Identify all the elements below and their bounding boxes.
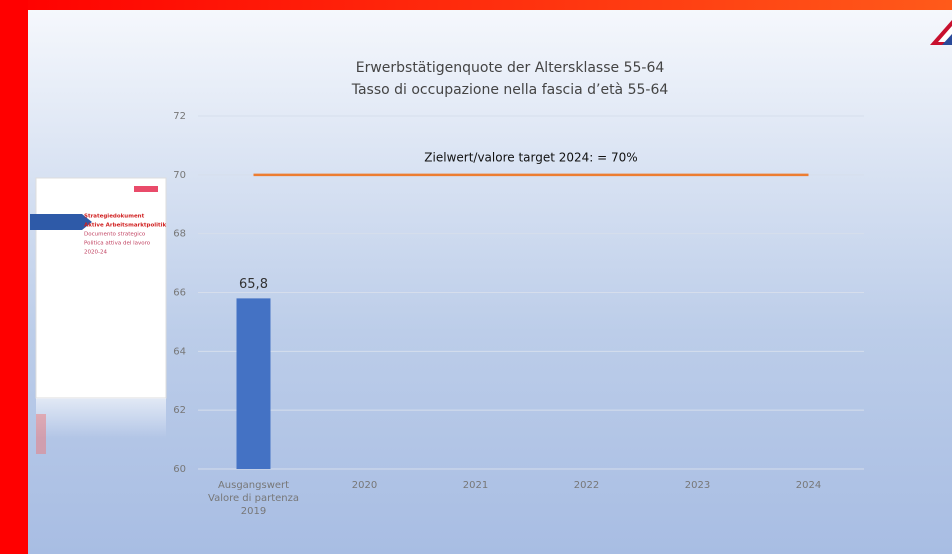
target-label: Zielwert/valore target 2024: = 70% [424, 150, 637, 164]
cover-text: 2020-24 [84, 250, 107, 256]
cover-text: Aktive Arbeitsmarktpolitik [84, 223, 167, 229]
cover-text: Politica attiva del lavoro [84, 241, 151, 247]
document-cover: Strategiedokument Aktive Arbeitsmarktpoli… [30, 178, 167, 454]
y-tick-label: 72 [173, 111, 186, 122]
top-bar [0, 0, 952, 10]
slide: Strategiedokument Aktive Arbeitsmarktpoli… [0, 0, 952, 554]
y-tick-label: 66 [173, 288, 186, 299]
bar [237, 298, 271, 469]
x-tick-label: 2020 [352, 480, 377, 491]
x-tick-label: 2021 [463, 480, 488, 491]
chart-subtitle: Tasso di occupazione nella fascia d’età … [351, 82, 669, 98]
cover-text: Strategiedokument [84, 214, 145, 220]
data-label: 65,8 [239, 277, 268, 292]
x-tick-label-line: Valore di partenza [208, 493, 299, 504]
y-tick-label: 60 [173, 464, 186, 475]
chart-title: Erwerbstätigenquote der Altersklasse 55-… [356, 60, 665, 76]
x-tick-label-line: 2019 [241, 506, 266, 517]
x-tick-label: 2022 [574, 480, 599, 491]
x-tick-label-line: 2020 [352, 480, 377, 491]
x-tick-label-line: 2022 [574, 480, 599, 491]
y-tick-label: 64 [173, 346, 186, 357]
x-tick-label-line: 2023 [685, 480, 710, 491]
x-tick-label: 2024 [796, 480, 821, 491]
x-tick-label-line: 2021 [463, 480, 488, 491]
x-tick-label-line: Ausgangswert [218, 480, 289, 491]
y-tick-label: 68 [173, 229, 186, 240]
x-tick-label: 2023 [685, 480, 710, 491]
cover-text: Documento strategico [84, 232, 146, 238]
side-bar [0, 0, 28, 554]
y-tick-label: 62 [173, 405, 186, 416]
x-tick-label-line: 2024 [796, 480, 821, 491]
y-tick-label: 70 [173, 170, 186, 181]
